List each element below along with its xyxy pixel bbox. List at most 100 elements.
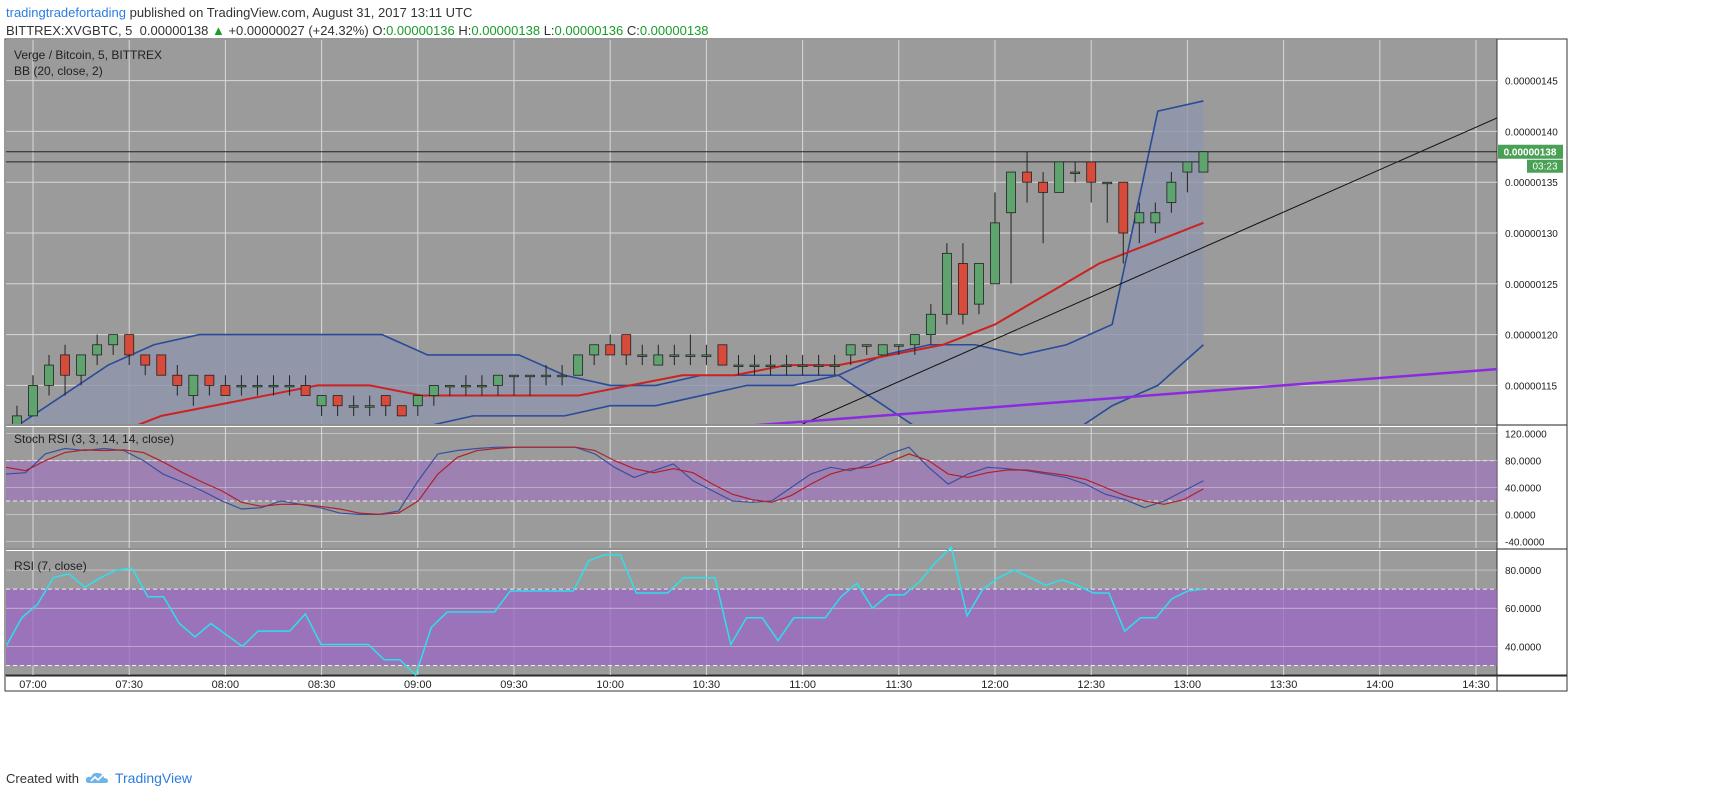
candle-body — [1038, 181, 1048, 193]
purple-trendline — [754, 367, 1497, 424]
candle-body — [1166, 181, 1177, 203]
candle-body — [525, 374, 535, 378]
candle-body — [140, 354, 151, 366]
candle-body — [589, 344, 600, 356]
candle-body — [460, 384, 471, 388]
chart-header: tradingtradefortading published on Tradi… — [6, 4, 709, 40]
candle-body — [797, 364, 808, 367]
candle-body — [444, 384, 455, 388]
stoch-y-tick-label: 0.0000 — [1505, 510, 1536, 521]
candle-body — [1134, 212, 1145, 224]
candle-body — [396, 405, 407, 417]
low-label: L: — [543, 23, 555, 38]
rsi-band — [6, 589, 1497, 666]
up-arrow-icon: ▲ — [211, 23, 225, 38]
candle-body — [701, 354, 712, 357]
candle-body — [990, 222, 1000, 285]
rsi-y-tick-label: 60.0000 — [1505, 604, 1542, 615]
close-value: 0.00000138 — [639, 23, 709, 38]
candle-body — [845, 344, 856, 356]
bb-lower-line — [433, 344, 1204, 424]
x-tick-label: 13:00 — [1174, 679, 1202, 691]
candle-body — [188, 374, 199, 396]
footer: Created with TradingView — [6, 770, 192, 786]
rsi-y-tick-label: 80.0000 — [1505, 566, 1542, 577]
candle-body — [685, 354, 696, 357]
candle-body — [300, 384, 311, 396]
x-tick-label: 11:00 — [789, 679, 816, 691]
open-value: 0.00000136 — [386, 23, 455, 38]
x-tick-label: 07:00 — [19, 679, 47, 691]
y-tick-label: 0.00000135 — [1505, 178, 1558, 189]
candle-body — [92, 344, 103, 356]
candle-body — [749, 364, 760, 367]
x-tick-label: 12:00 — [981, 679, 1009, 691]
candle-body — [108, 334, 119, 346]
bb-indicator-label: BB (20, close, 2) — [14, 64, 103, 78]
candle-body — [925, 313, 936, 336]
countdown-tag — [1527, 159, 1563, 173]
candle-body — [412, 395, 423, 407]
y-tick-label: 0.00000125 — [1505, 280, 1558, 291]
candle-body — [172, 374, 183, 386]
candle-body — [316, 395, 327, 407]
candle-body — [332, 395, 343, 407]
created-with-text: Created with — [6, 770, 79, 786]
x-tick-label: 09:00 — [404, 679, 432, 691]
candle-body — [717, 344, 728, 366]
stoch-series-K — [5, 446, 1204, 515]
stoch-band — [6, 460, 1497, 501]
candle-body — [813, 364, 824, 367]
candle-body — [220, 384, 231, 396]
y-tick-label: 0.00000140 — [1505, 127, 1558, 138]
candle-body — [28, 384, 38, 417]
candle-body — [781, 364, 792, 367]
low-value: 0.00000136 — [554, 23, 624, 38]
x-tick-label: 10:30 — [693, 679, 721, 691]
chart-frame — [4, 38, 1568, 692]
x-tick-label: 12:30 — [1077, 679, 1105, 691]
candle-body — [974, 263, 984, 305]
candle-body — [653, 354, 664, 366]
bb-upper-line — [18, 100, 1204, 424]
candle-body — [1006, 171, 1016, 214]
x-tick-label: 09:30 — [500, 679, 528, 691]
candle-body — [1150, 212, 1161, 224]
candle-body — [284, 384, 295, 388]
x-tick-label: 08:30 — [308, 679, 336, 691]
candle-body — [1102, 181, 1113, 185]
candle-body — [364, 405, 375, 408]
rsi-line — [5, 545, 1204, 677]
tradingview-brand[interactable]: TradingView — [114, 770, 193, 786]
candle-body — [942, 252, 952, 315]
x-tick-label: 11:30 — [885, 679, 912, 691]
candle-body — [124, 334, 135, 356]
candle-body — [76, 354, 86, 376]
candle-body — [44, 364, 54, 386]
countdown-label: 03:23 — [1532, 162, 1557, 173]
candle-body — [236, 384, 247, 388]
candle-body — [1022, 171, 1032, 183]
bb-fill — [20, 100, 1204, 424]
y-tick-label: 0.00000130 — [1505, 229, 1558, 240]
candle-body — [204, 374, 215, 386]
publish-line: tradingtradefortading published on Tradi… — [6, 4, 709, 22]
last-price-tag — [1498, 144, 1563, 159]
author-link[interactable]: tradingtradefortading — [6, 5, 126, 20]
stoch-title: Stoch RSI (3, 3, 14, 14, close) — [14, 432, 174, 446]
candle-body — [380, 395, 391, 407]
candle-body — [1118, 181, 1129, 234]
candle-body — [1182, 161, 1193, 173]
published-text: published on TradingView.com, August 31,… — [125, 5, 473, 20]
black-trendline — [801, 117, 1497, 424]
ohlc-line: BITTREX:XVGBTC, 5 0.00000138 ▲ +0.000000… — [6, 22, 709, 40]
candle-body — [428, 384, 439, 396]
main-plot-group — [6, 100, 1497, 424]
candle-body — [893, 344, 904, 347]
candle-body — [829, 364, 840, 367]
candle-body — [493, 374, 503, 386]
candle-body — [877, 344, 888, 356]
y-tick-label: 0.00000145 — [1505, 77, 1558, 88]
candle-body — [958, 263, 968, 315]
